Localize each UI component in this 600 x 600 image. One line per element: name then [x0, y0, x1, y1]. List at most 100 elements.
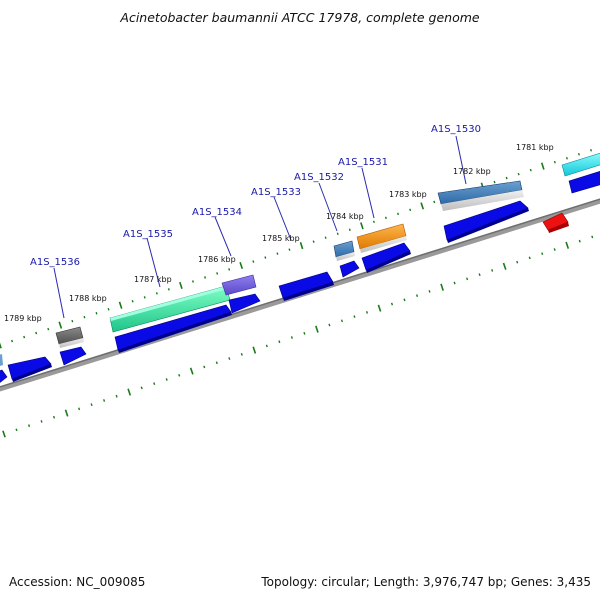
callout-line: [53, 267, 65, 319]
scale-tick-minor: [336, 232, 339, 236]
scale-tick-minor: [35, 331, 38, 335]
scale-tick-minor: [577, 152, 580, 156]
scale-tick-minor: [590, 148, 593, 152]
scale-tick-minor: [178, 373, 181, 377]
gene-label[interactable]: A1S_1530: [431, 124, 481, 135]
scale-tick-minor: [453, 281, 456, 285]
cds-arrow[interactable]: [0, 369, 8, 384]
scale-tick-minor: [553, 160, 556, 164]
gene-labels: A1S_1530 A1S_1531 A1S_1532 A1S_1533 A1S_…: [30, 124, 481, 268]
kbp-label: 1782 kbp: [453, 167, 491, 176]
gene-label[interactable]: A1S_1532: [294, 172, 344, 183]
scale-tick-minor: [516, 260, 519, 264]
cds-arrow[interactable]: [339, 260, 360, 278]
scale-tick-minor: [23, 335, 26, 339]
scale-tick-minor: [328, 323, 331, 327]
gene-label[interactable]: A1S_1534: [192, 207, 242, 218]
callout-line: [455, 135, 467, 185]
scale-tick-minor: [83, 315, 86, 319]
scale-tick-minor: [324, 236, 327, 239]
scale-tick-major: [502, 262, 507, 270]
kbp-label: 1786 kbp: [198, 255, 236, 264]
cds-arrow-edge: [283, 282, 334, 301]
genome-summary-text: Topology: circular; Length: 3,976,747 bp…: [260, 575, 591, 589]
cds-row-shadow: [12, 208, 529, 382]
cds-row: [0, 170, 600, 384]
scale-tick-minor: [384, 216, 387, 220]
scale-tick-minor: [140, 386, 143, 390]
gene-label[interactable]: A1S_1531: [338, 157, 388, 168]
callout-line: [318, 182, 338, 232]
scale-tick-minor: [107, 307, 110, 311]
scale-tick-minor: [47, 327, 50, 331]
gene-label[interactable]: A1S_1535: [123, 229, 173, 240]
cds-arrow[interactable]: [228, 293, 261, 314]
scale-labels: 1781 kbp 1782 kbp 1783 kbp 1784 kbp 1785…: [4, 143, 554, 323]
scale-tick-minor: [11, 339, 14, 343]
scale-tick-minor: [303, 331, 306, 335]
gene-block[interactable]: [221, 274, 257, 296]
cds-arrow[interactable]: [59, 346, 87, 366]
gene-block[interactable]: [561, 152, 600, 177]
scale-tick-major: [540, 162, 545, 170]
scale-tick-major: [239, 261, 244, 270]
scale-tick-major: [360, 222, 364, 230]
scale-tick-major: [252, 346, 257, 354]
kbp-label: 1784 kbp: [326, 212, 364, 221]
scale-tick-minor: [528, 256, 531, 260]
scale-tick-minor: [348, 228, 351, 231]
map-title: Acinetobacter baumannii ATCC 17978, comp…: [119, 10, 479, 25]
scale-tick-minor: [71, 319, 74, 323]
scale-tick-minor: [143, 296, 146, 299]
scale-tick-minor: [153, 382, 156, 386]
scale-tick-minor: [90, 403, 93, 407]
scale-tick-major: [179, 281, 183, 289]
scale-tick-minor: [276, 252, 279, 255]
scale-tick-major: [0, 342, 2, 349]
kbp-label: 1788 kbp: [69, 294, 107, 303]
scale-tick-minor: [353, 315, 356, 318]
gene-label[interactable]: A1S_1533: [251, 187, 301, 198]
kbp-label: 1783 kbp: [389, 190, 427, 199]
scale-tick-minor: [155, 292, 158, 295]
cds-arrow-edge: [12, 364, 52, 382]
scale-tick-minor: [397, 212, 400, 216]
gene-block-highlight: [110, 286, 227, 321]
accession-text: Accession: NC_009085: [9, 575, 145, 589]
kbp-label: 1789 kbp: [4, 314, 42, 323]
scale-tick-minor: [403, 298, 406, 302]
scale-tick-minor: [15, 428, 18, 432]
scale-tick-minor: [40, 420, 43, 423]
scale-tick-major: [565, 241, 570, 249]
cds-arrow-edge: [447, 208, 529, 243]
callout-line: [361, 167, 375, 219]
scale-tick-major: [440, 283, 444, 291]
scale-tick-minor: [491, 269, 494, 272]
scale-tick-minor: [165, 378, 168, 381]
cds-arrow[interactable]: [568, 170, 600, 194]
scale-tick-minor: [466, 277, 469, 281]
scale-tick-major: [377, 304, 382, 312]
gene-block-under: [360, 236, 407, 253]
gene-block[interactable]: [0, 354, 3, 367]
scale-tick-minor: [278, 340, 281, 344]
scale-tick-minor: [252, 260, 255, 263]
scale-tick-minor: [115, 394, 118, 398]
kbp-label: 1781 kbp: [516, 143, 554, 152]
scale-tick-major: [58, 321, 63, 329]
plus-strand-genes: [0, 152, 600, 367]
scale-tick-minor: [78, 407, 81, 411]
gene-block-under: [548, 222, 569, 233]
scale-tick-minor: [493, 180, 496, 184]
scale-tick-minor: [228, 268, 231, 271]
scale-tick-minor: [565, 156, 568, 160]
scale-tick-minor: [228, 357, 231, 360]
scale-tick-major: [2, 430, 6, 438]
gene-label[interactable]: A1S_1536: [30, 257, 80, 268]
scale-tick-minor: [192, 280, 194, 283]
scale-tick-minor: [167, 288, 170, 291]
scale-tick-minor: [215, 361, 218, 365]
scale-tick-minor: [28, 424, 31, 428]
scale-tick-minor: [390, 302, 394, 306]
